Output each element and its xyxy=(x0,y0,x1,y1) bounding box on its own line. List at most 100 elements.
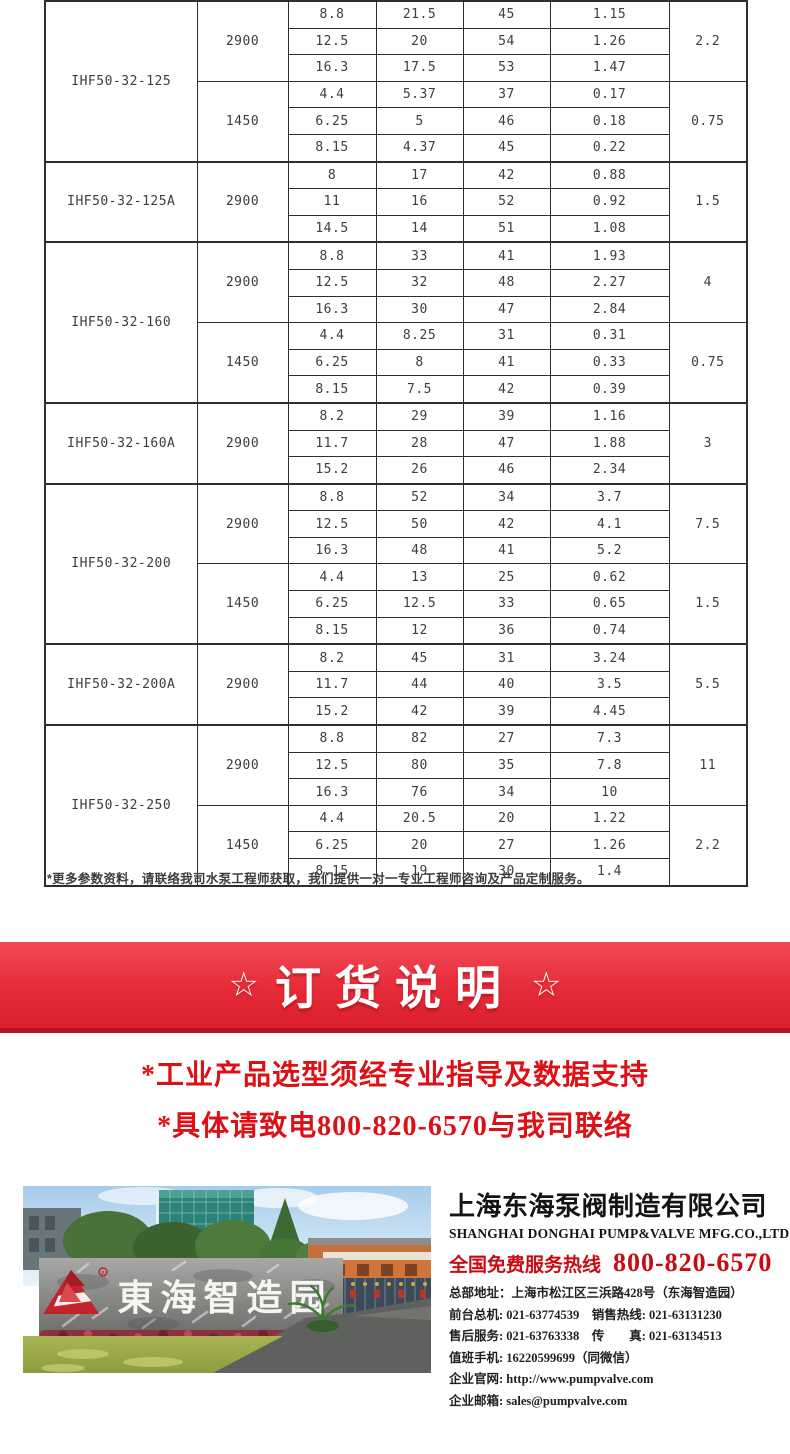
hotline-number: 800-820-6570 xyxy=(613,1248,773,1277)
value-cell: 11.7 xyxy=(287,429,377,458)
table-row: 16.3 76 34 10 xyxy=(45,778,747,806)
lawn xyxy=(23,1336,283,1373)
value-cell: 8.8 xyxy=(287,0,377,29)
table-footnote: *更多参数资料，请联络我司水泵工程师获取，我们提供一对一专业工程师咨询及产品定制… xyxy=(47,872,590,886)
value-cell: 1.4 xyxy=(549,857,670,887)
hotline-label: 全国免费服务热线 xyxy=(449,1255,602,1276)
value-cell: 20 xyxy=(375,831,464,859)
table-row: 16.3 17.5 53 1.47 xyxy=(45,54,747,82)
value-cell: 12.5 xyxy=(287,27,377,56)
factory-photo-scene: R 東海智造园 xyxy=(23,1186,431,1373)
model-cell: IHF50-32-200A xyxy=(44,643,198,726)
value-cell: 45 xyxy=(462,0,551,29)
table-row: 6.25 12.5 33 0.65 xyxy=(45,590,747,618)
table-row: 11 16 52 0.92 xyxy=(45,188,747,216)
company-name-cn: 上海东海泵阀制造有限公司 xyxy=(449,1191,768,1221)
value-cell: 2.34 xyxy=(549,456,670,485)
motor-power-cell: 2.2 xyxy=(668,804,748,887)
value-cell: 8.15 xyxy=(287,616,377,645)
value-cell: 11.7 xyxy=(287,670,377,699)
value-cell: 7.8 xyxy=(549,751,670,780)
value-cell: 4.4 xyxy=(287,563,377,592)
pump-table: IHF50-32-125 2900 8.8 21.5 45 1.15 2.2 12.5 20 54… xyxy=(44,0,748,887)
value-cell: 0.65 xyxy=(549,590,670,618)
speed-cell: 2900 xyxy=(196,401,289,485)
value-cell: 33 xyxy=(375,241,464,270)
value-cell: 6.25 xyxy=(287,107,377,135)
value-cell: 4.45 xyxy=(549,697,670,726)
table-row: 8.15 7.5 42 0.39 xyxy=(45,375,747,404)
banner-title: 订货说明 xyxy=(275,962,515,1014)
value-cell: 20 xyxy=(462,804,551,833)
value-cell: 0.88 xyxy=(549,160,670,190)
table-row: 12.5 50 42 4.1 xyxy=(45,510,747,538)
value-cell: 51 xyxy=(462,214,551,243)
speed-cell: 1450 xyxy=(196,80,289,163)
value-cell: 12.5 xyxy=(287,510,377,538)
value-cell: 16.3 xyxy=(287,778,377,806)
value-cell: 17.5 xyxy=(375,54,464,82)
value-cell: 0.31 xyxy=(549,322,670,350)
contact-line[interactable]: 企业官网: http://www.pumpvalve.com xyxy=(449,1372,654,1386)
table-row: 16.3 48 41 5.2 xyxy=(45,536,747,565)
value-cell: 8.8 xyxy=(287,482,377,512)
contact-line[interactable]: 企业邮箱: sales@pumpvalve.com xyxy=(449,1393,628,1408)
company-name-en: SHANGHAI DONGHAI PUMP&VALVE MFG.CO.,LTD. xyxy=(449,1226,790,1241)
table-row: IHF50-32-250 2900 8.8 82 27 7.3 11 xyxy=(44,724,748,887)
value-cell: 30 xyxy=(462,857,551,887)
table-row: 12.5 32 48 2.27 xyxy=(45,268,747,297)
value-cell: 5.2 xyxy=(549,536,670,565)
value-cell: 8.15 xyxy=(287,857,377,887)
motor-power-cell: 1.5 xyxy=(668,160,748,243)
value-cell: 14.5 xyxy=(287,214,377,243)
value-cell: 0.74 xyxy=(549,616,670,645)
value-cell: 47 xyxy=(462,429,551,458)
table-row: 8.15 19 30 1.4 xyxy=(45,857,747,887)
value-cell: 42 xyxy=(462,160,551,190)
value-cell: 39 xyxy=(462,697,551,726)
value-cell: 40 xyxy=(462,670,551,699)
table-row: IHF50-32-125 2900 8.8 21.5 45 1.15 2.2 xyxy=(44,0,748,163)
value-cell: 15.2 xyxy=(287,697,377,726)
speed-cell: 2900 xyxy=(196,241,289,324)
table-row: IHF50-32-125A 2900 8 17 42 0.88 1.5 xyxy=(44,160,748,243)
value-cell: 3.7 xyxy=(549,482,670,512)
value-cell: 11 xyxy=(287,188,377,216)
value-cell: 53 xyxy=(462,54,551,82)
value-cell: 8 xyxy=(287,160,377,190)
value-cell: 28 xyxy=(375,429,464,458)
model-cell: IHF50-32-125A xyxy=(44,160,198,243)
value-cell: 0.18 xyxy=(549,107,670,135)
value-cell: 19 xyxy=(375,857,464,887)
motor-power-cell: 4 xyxy=(668,241,748,324)
value-cell: 8.15 xyxy=(287,133,377,163)
value-cell: 52 xyxy=(462,188,551,216)
model-cell: IHF50-32-160 xyxy=(44,241,198,404)
speed-cell: 2900 xyxy=(196,0,289,82)
table-row: 6.25 5 46 0.18 xyxy=(45,107,747,135)
company-logo: R xyxy=(43,1267,108,1314)
value-cell: 45 xyxy=(375,643,464,672)
value-cell: 8.8 xyxy=(287,724,377,753)
motor-power-cell: 7.5 xyxy=(668,482,748,565)
value-cell: 21.5 xyxy=(375,0,464,29)
contact-line: 售后服务: 021-63763338 传 真: 021-63134513 xyxy=(449,1329,722,1343)
value-cell: 44 xyxy=(375,670,464,699)
speed-cell: 2900 xyxy=(196,643,289,726)
model-cell: IHF50-32-160A xyxy=(44,401,198,485)
value-cell: 47 xyxy=(462,295,551,324)
value-cell: 0.17 xyxy=(549,80,670,109)
value-cell: 25 xyxy=(462,563,551,592)
value-cell: 48 xyxy=(462,268,551,297)
contact-list: 总部地址：上海市松江区三浜路428号（东海智造园） 前台总机: 021-63774… xyxy=(449,1283,785,1412)
model-cell: IHF50-32-125 xyxy=(44,0,198,163)
table-row: 12.5 20 54 1.26 xyxy=(45,27,747,56)
value-cell: 0.62 xyxy=(549,563,670,592)
factory-entrance-photo: R 東海智造园 xyxy=(23,1186,431,1373)
value-cell: 39 xyxy=(462,401,551,431)
value-cell: 34 xyxy=(462,482,551,512)
motor-power-cell: 3 xyxy=(668,401,748,485)
order-instructions-banner: ☆ 订货说明 ☆ xyxy=(0,942,790,1033)
table-row: 6.25 8 41 0.33 xyxy=(45,348,747,377)
value-cell: 41 xyxy=(462,348,551,377)
